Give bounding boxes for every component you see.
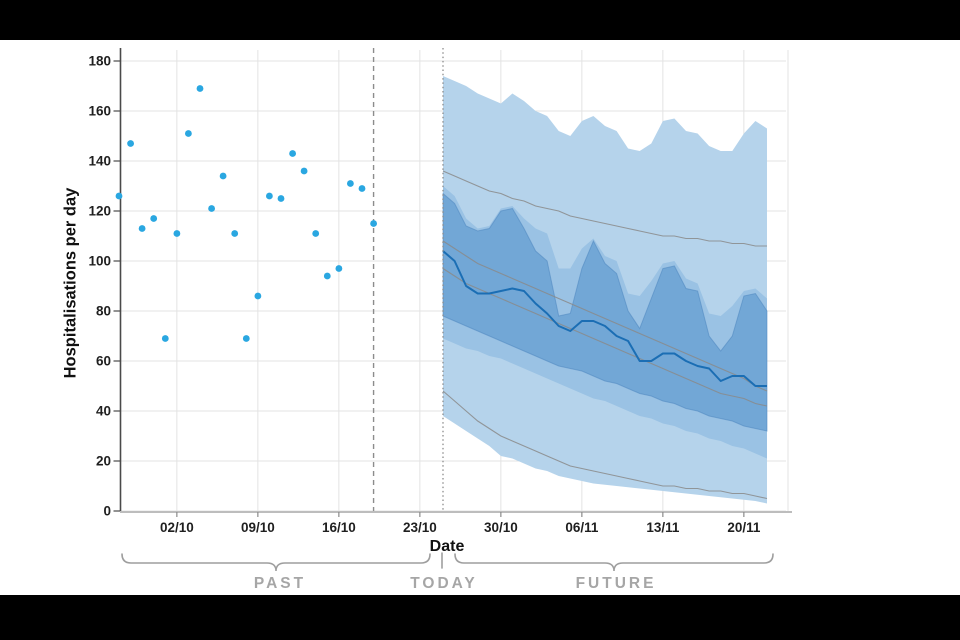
observed-point (173, 230, 181, 237)
y-tick-label: 100 (88, 254, 111, 269)
observed-point (370, 220, 377, 227)
y-tick-label: 40 (96, 404, 111, 419)
past-brace (121, 553, 431, 572)
y-tick-label: 60 (96, 354, 111, 369)
x-tick-label: 16/10 (322, 520, 356, 535)
observed-point (347, 180, 354, 187)
quantile-lines (442, 170, 768, 500)
y-tick-label: 80 (96, 304, 111, 319)
observed-point (161, 335, 169, 342)
x-tick-label: 13/11 (646, 520, 680, 535)
x-tick-label: 02/10 (160, 520, 194, 535)
x-tick-label: 30/10 (484, 520, 518, 535)
x-axis-title: Date (429, 538, 465, 555)
x-tick-label: 23/10 (403, 520, 437, 535)
observed-point (289, 150, 296, 157)
observed-point (231, 230, 239, 237)
y-tick-label: 140 (88, 154, 111, 169)
observed-point (185, 130, 192, 137)
forecast-median-line (442, 250, 767, 387)
observed-point (300, 167, 308, 175)
observed-point (219, 172, 227, 180)
y-tick-label: 0 (103, 504, 111, 519)
zone-braces (121, 552, 774, 572)
observed-point (312, 230, 320, 237)
observed-point (208, 205, 216, 212)
y-axis-title: Hospitalisations per day (61, 187, 80, 379)
observed-point (323, 272, 331, 280)
x-tick-label: 09/10 (241, 520, 275, 535)
forecast-inner-band (442, 192, 768, 432)
observed-point (254, 292, 262, 300)
future-zone-label: FUTURE (575, 575, 657, 592)
y-tick-label: 160 (88, 104, 111, 119)
observed-point (335, 265, 343, 272)
x-tick-labels: 02/10 09/10 16/10 23/10 30/10 06/11 13/11 20/11 (160, 512, 761, 535)
y-tick-label: 180 (88, 54, 111, 69)
y-tick-labels: 0 20 40 60 80 100 120 140 160 180 (88, 54, 120, 519)
observed-scatter-points (115, 85, 377, 342)
observed-point (277, 195, 285, 202)
y-tick-label: 20 (96, 454, 111, 469)
x-tick-label: 20/11 (727, 520, 761, 535)
observed-point (150, 215, 158, 222)
observed-point (242, 335, 250, 342)
observed-point (266, 192, 273, 200)
today-zone-label: TODAY (410, 575, 478, 592)
y-tick-label: 120 (88, 204, 111, 219)
x-tick-label: 06/11 (565, 520, 599, 535)
observed-point (127, 140, 134, 147)
observed-point (196, 85, 204, 92)
past-zone-label: PAST (253, 575, 307, 592)
observed-point (138, 225, 146, 232)
future-brace (454, 553, 774, 572)
observed-point (358, 185, 366, 192)
observed-point (115, 192, 123, 200)
